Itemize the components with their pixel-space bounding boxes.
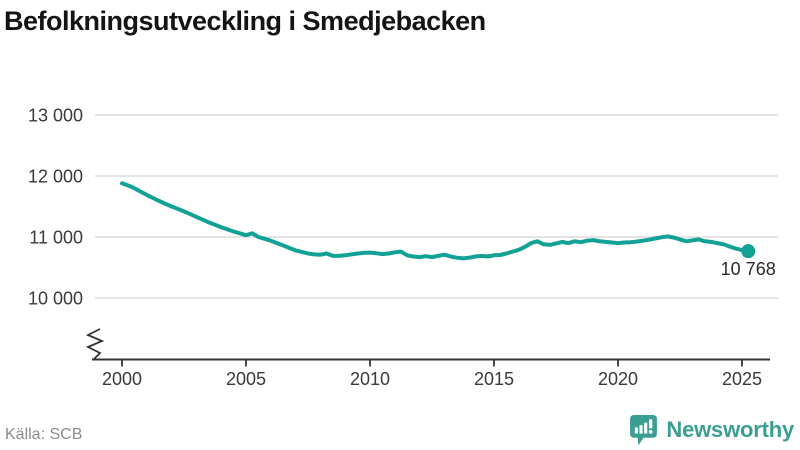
y-tick-label: 10 000 (28, 289, 83, 309)
y-axis-break-icon (85, 328, 105, 361)
x-tick-label: 2015 (474, 369, 514, 389)
population-line (120, 181, 751, 261)
newsworthy-speech-bubble-bar-chart-icon (630, 414, 658, 445)
newsworthy-wordmark: Newsworthy (666, 417, 794, 442)
newsworthy-logo: Newsworthy (629, 412, 794, 448)
end-point-dot (741, 244, 756, 259)
x-tick-label: 2020 (598, 369, 638, 389)
source-label: Källa: SCB (5, 426, 83, 443)
y-tick-label: 11 000 (29, 228, 83, 248)
x-tick-label: 2010 (350, 369, 390, 389)
chart-title: Befolkningsutveckling i Smedjebacken (4, 6, 486, 36)
x-tick-label: 2025 (722, 369, 762, 389)
x-tick-label: 2000 (102, 369, 142, 389)
y-tick-label: 12 000 (28, 167, 83, 187)
x-tick-label: 2005 (226, 369, 266, 389)
y-tick-label: 13 000 (28, 106, 83, 126)
end-value-label: 10 768 (721, 259, 776, 279)
